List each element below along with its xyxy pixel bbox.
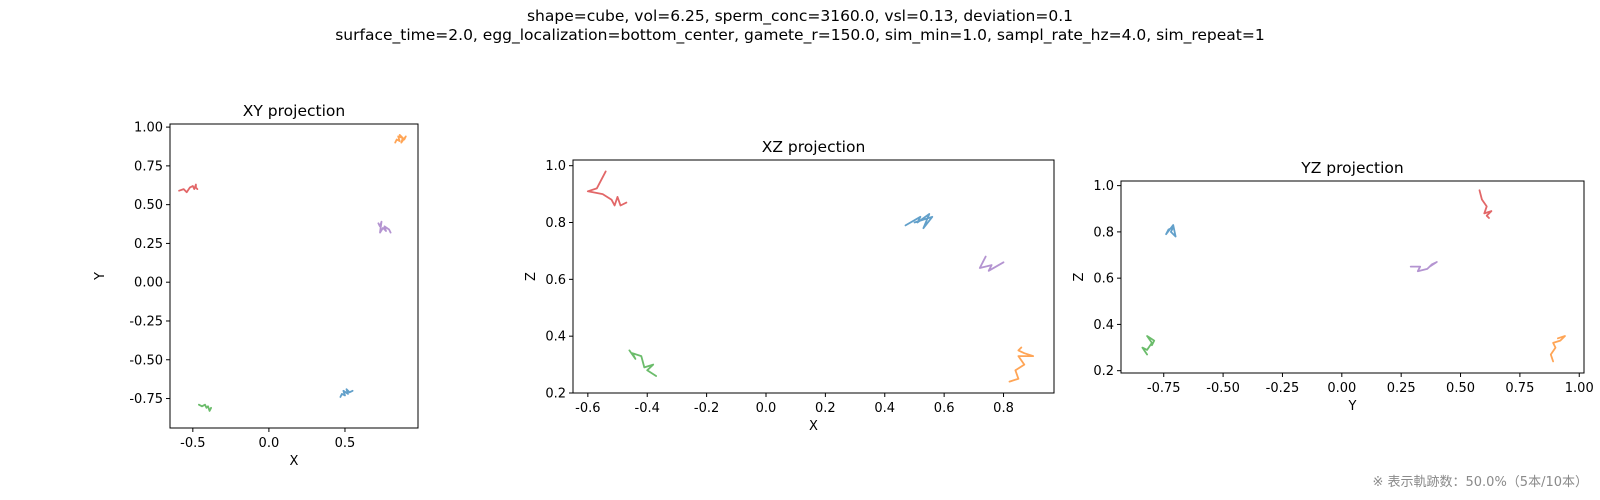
plot-frame <box>1120 180 1585 374</box>
x-tick-label: 0.2 <box>815 401 836 416</box>
x-axis-label: Y <box>1348 399 1357 414</box>
y-tick-label: 1.0 <box>545 159 566 174</box>
trajectory-purple-line <box>1409 261 1438 273</box>
plot-frame <box>169 123 419 429</box>
x-tick-label: -0.5 <box>180 436 205 451</box>
x-tick-label: 0.25 <box>1387 381 1416 396</box>
x-tick-label: -0.25 <box>1266 381 1300 396</box>
chart-title: XZ projection <box>762 138 866 156</box>
y-tick-label: -0.50 <box>129 353 163 368</box>
chart-title: XY projection <box>243 102 345 120</box>
y-tick-label: 1.0 <box>1093 179 1114 194</box>
trajectory-red-line <box>1478 189 1493 219</box>
trajectory-purple-line <box>978 255 1005 272</box>
x-tick-label: 0.50 <box>1446 381 1475 396</box>
x-tick-label: 0.4 <box>874 401 895 416</box>
y-tick-label: 0.8 <box>1093 225 1114 240</box>
plot-frame <box>572 159 1055 394</box>
y-tick-label: 0.6 <box>1093 272 1114 287</box>
trajectory-blue-line <box>1165 224 1177 238</box>
y-tick-label: 0.8 <box>545 216 566 231</box>
y-tick-label: 0.00 <box>134 276 163 291</box>
y-tick-label: 0.2 <box>1093 364 1114 379</box>
y-tick-label: -0.25 <box>129 314 163 329</box>
x-tick-label: 0.0 <box>259 436 280 451</box>
y-tick-label: 0.75 <box>134 159 163 174</box>
trajectory-red-line <box>586 170 628 207</box>
y-tick-label: -0.75 <box>129 392 163 407</box>
y-axis-label: Y <box>93 272 108 281</box>
x-tick-label: 0.00 <box>1327 381 1356 396</box>
chart-title: YZ projection <box>1300 159 1403 177</box>
trajectory-orange-line <box>1008 346 1035 383</box>
trajectory-red-line <box>178 183 199 194</box>
trajectory-blue-line <box>339 388 354 398</box>
x-tick-label: -0.75 <box>1147 381 1181 396</box>
y-axis-label: Z <box>524 272 539 281</box>
x-tick-label: 0.0 <box>756 401 777 416</box>
y-tick-label: 0.4 <box>1093 318 1114 333</box>
x-tick-label: 0.8 <box>993 401 1014 416</box>
x-axis-label: X <box>809 419 818 434</box>
trajectory-orange-line <box>1549 335 1566 363</box>
figure-title-line-1: shape=cube, vol=6.25, sperm_conc=3160.0,… <box>526 7 1074 25</box>
trajectory-green-line <box>197 403 213 412</box>
trajectory-purple-line <box>377 220 392 234</box>
y-tick-label: 0.50 <box>134 198 163 213</box>
trajectory-green-line <box>1141 335 1156 356</box>
trajectory-blue-line <box>904 213 934 230</box>
y-tick-label: 0.2 <box>545 387 566 402</box>
footnote: ※ 表示軌跡数：50.0%（5本/10本） <box>1372 475 1588 490</box>
x-tick-label: -0.6 <box>575 401 600 416</box>
x-tick-label: 0.6 <box>934 401 955 416</box>
x-tick-label: 0.75 <box>1505 381 1534 396</box>
figure-title-line-2: surface_time=2.0, egg_localization=botto… <box>335 26 1265 44</box>
trajectory-green-line <box>628 349 657 377</box>
x-axis-label: X <box>290 454 299 469</box>
x-tick-label: -0.2 <box>694 401 719 416</box>
x-tick-label: 0.5 <box>335 436 356 451</box>
trajectory-orange-line <box>394 133 407 144</box>
y-tick-label: 0.4 <box>545 330 566 345</box>
x-tick-label: 1.00 <box>1565 381 1594 396</box>
x-tick-label: -0.50 <box>1206 381 1240 396</box>
y-tick-label: 0.6 <box>545 273 566 288</box>
y-tick-label: 1.00 <box>134 121 163 136</box>
y-axis-label: Z <box>1072 272 1087 281</box>
x-tick-label: -0.4 <box>635 401 660 416</box>
y-tick-label: 0.25 <box>134 237 163 252</box>
